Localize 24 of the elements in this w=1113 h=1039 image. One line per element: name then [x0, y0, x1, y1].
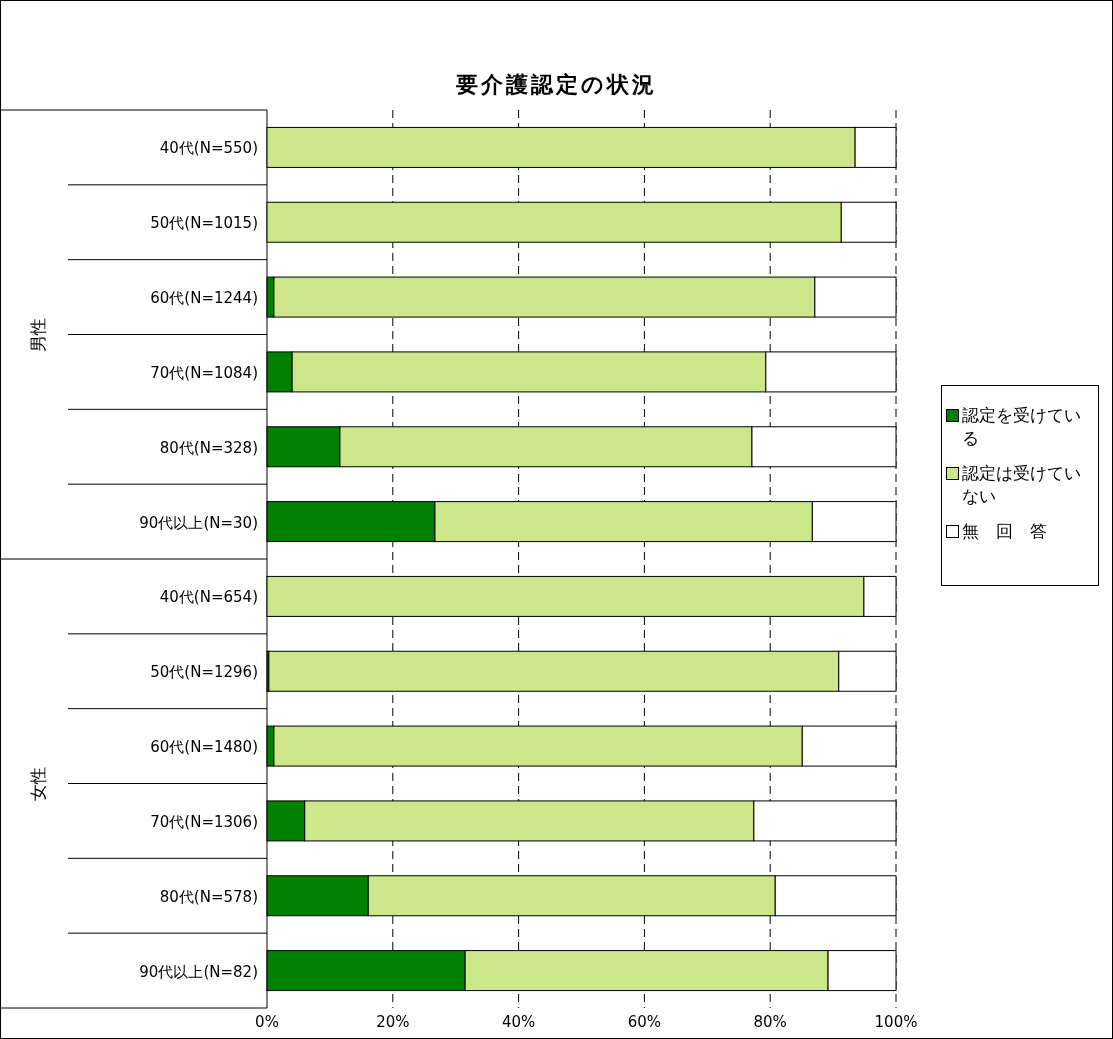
chart-title: 要介護認定の状況: [454, 72, 657, 97]
y-tick-label: 90代以上(N=30): [139, 513, 258, 532]
x-tick-label: 20%: [376, 1013, 410, 1031]
x-tick-label: 0%: [255, 1013, 279, 1031]
y-tick-label: 60代(N=1480): [150, 738, 258, 757]
y-tick-label: 40代(N=654): [159, 588, 258, 607]
y-tick-label: 90代以上(N=82): [139, 962, 258, 981]
y-tick-label: 80代(N=328): [159, 438, 258, 457]
x-tick-label: 100%: [874, 1013, 918, 1031]
y-tick-label: 70代(N=1306): [150, 812, 258, 831]
x-tick-label: 40%: [501, 1013, 536, 1031]
x-tick-label: 80%: [753, 1013, 787, 1031]
legend-label: 無 回 答: [962, 520, 1047, 543]
x-tick-label: 60%: [627, 1013, 662, 1031]
legend-label: 認定は受けていない: [962, 462, 1082, 508]
y-tick-label: 40代(N=550): [159, 139, 258, 158]
text: 女性: [28, 766, 48, 801]
legend-label: 認定を受けている: [962, 404, 1082, 450]
y-tick-label: 70代(N=1084): [150, 363, 258, 382]
y-tick-label: 50代(N=1015): [150, 214, 258, 233]
y-tick-label: 80代(N=578): [159, 887, 258, 906]
y-tick-label: 50代(N=1296): [150, 663, 258, 682]
y-tick-label: 60代(N=1244): [150, 289, 258, 308]
text: 男性: [28, 317, 48, 352]
